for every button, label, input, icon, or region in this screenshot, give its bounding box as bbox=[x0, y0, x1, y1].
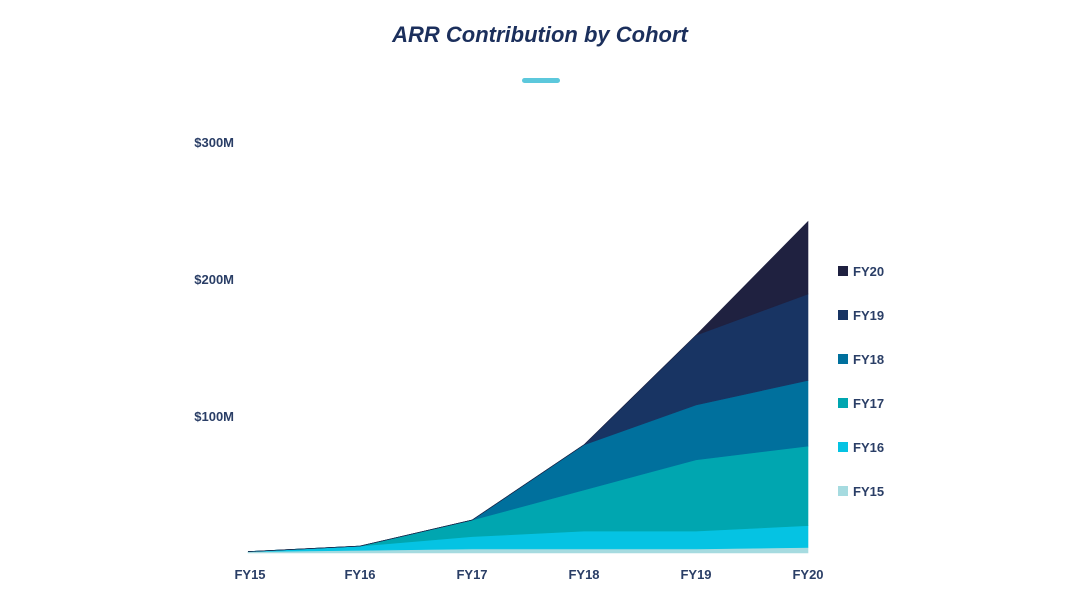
x-tick-label: FY17 bbox=[456, 567, 487, 582]
legend-swatch-fy20 bbox=[838, 266, 848, 276]
legend-swatch-fy19 bbox=[838, 310, 848, 320]
x-tick-label: FY16 bbox=[344, 567, 375, 582]
x-tick-label: FY19 bbox=[680, 567, 711, 582]
title-underline bbox=[522, 78, 560, 83]
legend-swatch-fy18 bbox=[838, 354, 848, 364]
legend-label-fy17: FY17 bbox=[853, 396, 884, 411]
legend-swatch-fy17 bbox=[838, 398, 848, 408]
legend-label-fy15: FY15 bbox=[853, 484, 884, 499]
chart-title: ARR Contribution by Cohort bbox=[392, 22, 688, 47]
x-tick-label: FY18 bbox=[568, 567, 599, 582]
y-tick-label: $100M bbox=[194, 409, 234, 424]
area-series-fy20 bbox=[247, 220, 809, 552]
legend-label-fy19: FY19 bbox=[853, 308, 884, 323]
legend-label-fy18: FY18 bbox=[853, 352, 884, 367]
x-tick-label: FY20 bbox=[792, 567, 823, 582]
legend-swatch-fy16 bbox=[838, 442, 848, 452]
legend-swatch-fy15 bbox=[838, 486, 848, 496]
legend-label-fy16: FY16 bbox=[853, 440, 884, 455]
y-tick-label: $300M bbox=[194, 135, 234, 150]
y-tick-label: $200M bbox=[194, 272, 234, 287]
legend-label-fy20: FY20 bbox=[853, 264, 884, 279]
x-tick-label: FY15 bbox=[234, 567, 265, 582]
